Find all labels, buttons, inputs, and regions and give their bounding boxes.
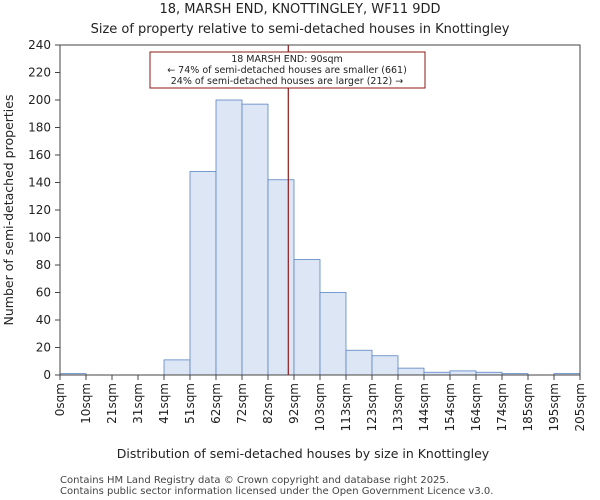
- x-tick-label: 185sqm: [521, 383, 535, 431]
- y-tick-label: 60: [36, 286, 51, 300]
- y-tick-label: 160: [28, 148, 51, 162]
- x-tick-label: 164sqm: [469, 383, 483, 431]
- y-tick-label: 80: [36, 258, 51, 272]
- y-tick-label: 100: [28, 231, 51, 245]
- y-tick-label: 180: [28, 121, 51, 135]
- annotation-line-1: 18 MARSH END: 90sqm: [231, 54, 343, 65]
- x-tick-label: 103sqm: [313, 383, 327, 431]
- x-axis-label: Distribution of semi-detached houses by …: [117, 446, 490, 461]
- x-axis: 0sqm 10sqm 21sqm 31sqm 41sqm 51sqm 62sqm 72sqm 8…: [53, 375, 587, 431]
- bar-41sqm: [163, 359, 191, 376]
- bar-103sqm: [319, 292, 347, 376]
- x-tick-label: 82sqm: [261, 383, 275, 424]
- bar-72sqm: [241, 103, 269, 376]
- y-tick-label: 220: [28, 66, 51, 80]
- x-tick-label: 133sqm: [391, 383, 405, 431]
- y-axis-label: Number of semi-detached properties: [1, 95, 16, 326]
- bar-133sqm: [397, 367, 425, 376]
- x-tick-label: 205sqm: [573, 383, 587, 431]
- chart-subtitle: Size of property relative to semi-detach…: [91, 22, 510, 37]
- y-tick-label: 140: [28, 176, 51, 190]
- x-tick-label: 72sqm: [235, 383, 249, 424]
- y-axis: 0 20 40 60 80 100 120 140 160 180 200 220 240: [28, 38, 60, 382]
- x-tick-label: 174sqm: [495, 383, 509, 431]
- bar-123sqm: [371, 355, 399, 376]
- y-tick-label: 20: [36, 341, 51, 355]
- bar-62sqm: [215, 99, 243, 376]
- x-tick-label: 62sqm: [209, 383, 223, 424]
- x-tick-label: 10sqm: [79, 383, 93, 424]
- annotation-box: [149, 51, 426, 89]
- x-tick-label: 154sqm: [443, 383, 457, 431]
- footer-line-2: Contains public sector information licen…: [60, 486, 493, 497]
- x-tick-label: 0sqm: [53, 383, 67, 416]
- bar-113sqm: [345, 349, 373, 376]
- plot-frame: [59, 44, 581, 376]
- footer-line-1: Contains HM Land Registry data © Crown c…: [60, 475, 449, 486]
- x-tick-label: 31sqm: [131, 383, 145, 424]
- x-tick-label: 195sqm: [547, 383, 561, 431]
- bar-82sqm: [267, 179, 295, 376]
- bars: [59, 99, 581, 376]
- bar-154sqm: [449, 370, 477, 376]
- y-tick-label: 40: [36, 313, 51, 327]
- x-tick-label: 113sqm: [339, 383, 353, 431]
- x-tick-label: 92sqm: [287, 383, 301, 424]
- x-tick-label: 144sqm: [417, 383, 431, 431]
- x-tick-label: 51sqm: [183, 383, 197, 424]
- x-tick-label: 21sqm: [105, 383, 119, 424]
- y-tick-label: 120: [28, 203, 51, 217]
- annotation-line-2: ← 74% of semi-detached houses are smalle…: [167, 65, 407, 76]
- annotation-line-3: 24% of semi-detached houses are larger (…: [171, 76, 404, 87]
- y-tick-label: 0: [43, 368, 51, 382]
- x-tick-label: 41sqm: [157, 383, 171, 424]
- x-tick-label: 123sqm: [365, 383, 379, 431]
- y-tick-label: 240: [28, 38, 51, 52]
- chart-title: 18, MARSH END, KNOTTINGLEY, WF11 9DD: [159, 2, 440, 17]
- bar-92sqm: [293, 259, 321, 376]
- y-tick-label: 200: [28, 93, 51, 107]
- bar-51sqm: [189, 171, 217, 376]
